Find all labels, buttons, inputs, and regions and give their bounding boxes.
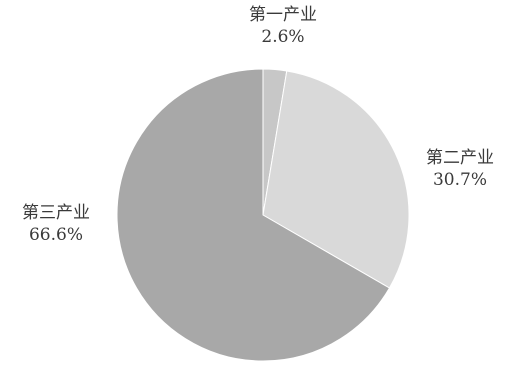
slice-label-name: 第三产业 (22, 203, 90, 223)
slice-label-secondary-industry: 第二产业 30.7% (410, 147, 510, 191)
pie-slice-secondary-industry (262, 70, 410, 289)
slice-label-name: 第一产业 (249, 5, 317, 25)
slice-label-primary-industry: 第一产业 2.6% (228, 4, 338, 48)
slice-label-tertiary-industry: 第三产业 66.6% (6, 202, 106, 246)
slice-label-name: 第二产业 (426, 148, 494, 168)
slice-label-value: 2.6% (261, 27, 305, 47)
slice-label-value: 30.7% (432, 170, 487, 190)
slice-label-value: 66.6% (28, 225, 83, 245)
pie-slice-tertiary-industry (116, 68, 391, 362)
